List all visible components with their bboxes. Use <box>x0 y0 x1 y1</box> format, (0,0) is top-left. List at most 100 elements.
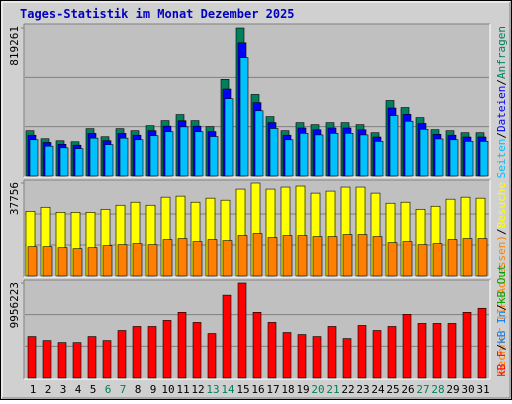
legend-separator: / <box>495 304 508 311</box>
bar <box>314 134 324 177</box>
x-tick-label: 19 <box>296 383 309 396</box>
bar <box>224 98 234 177</box>
bar <box>147 244 158 277</box>
bar <box>164 131 174 177</box>
bar <box>404 120 414 177</box>
bar <box>117 244 128 277</box>
x-tick-label: 31 <box>476 383 489 396</box>
bar <box>374 141 384 177</box>
bar <box>72 248 83 277</box>
legend-entry: Rechner (IP-Adressen) <box>495 235 508 374</box>
bar <box>104 144 114 177</box>
x-tick-label: 30 <box>461 383 474 396</box>
legend-entry: Dateien <box>495 86 508 132</box>
x-tick-label: 18 <box>281 383 294 396</box>
bar <box>149 135 159 177</box>
x-tick-label: 12 <box>191 383 204 396</box>
bar <box>237 235 248 277</box>
bar <box>42 246 53 277</box>
bar <box>117 330 127 379</box>
bar <box>134 139 144 177</box>
bar <box>102 245 113 277</box>
x-tick-label: 22 <box>341 383 354 396</box>
bar <box>252 233 263 277</box>
bar <box>432 323 442 379</box>
bar <box>357 234 368 277</box>
bar <box>194 131 204 177</box>
bar <box>419 128 429 177</box>
bar <box>119 137 129 177</box>
bar <box>417 244 428 277</box>
bar <box>299 133 309 177</box>
x-tick-label: 26 <box>401 383 414 396</box>
legend-entry: kB Out <box>495 264 508 304</box>
x-tick-label: 27 <box>416 383 429 396</box>
bar <box>102 340 112 379</box>
bar <box>177 312 187 379</box>
bar <box>72 342 82 379</box>
x-tick-label: 25 <box>386 383 399 396</box>
x-tick-label: 8 <box>135 383 142 396</box>
bar <box>297 235 308 277</box>
bar <box>267 322 277 379</box>
bar <box>387 326 397 379</box>
legend-separator: / <box>495 228 508 235</box>
bar <box>267 237 278 277</box>
x-tick-label: 2 <box>45 383 52 396</box>
bar <box>462 312 472 379</box>
x-tick-label: 11 <box>176 383 189 396</box>
bar <box>402 314 412 379</box>
bar <box>477 307 487 379</box>
x-tick-label: 6 <box>105 383 112 396</box>
y-tick-label: 9956223 <box>8 282 21 328</box>
x-tick-label: 7 <box>120 383 127 396</box>
x-tick-label: 13 <box>206 383 219 396</box>
bar <box>462 238 473 277</box>
bar <box>297 334 307 379</box>
bar <box>222 294 232 379</box>
x-tick-label: 23 <box>356 383 369 396</box>
bar <box>87 336 97 379</box>
x-tick-label: 21 <box>326 383 339 396</box>
x-tick-label: 9 <box>150 383 157 396</box>
bar <box>162 239 173 277</box>
legend: kB F/kB In/kB Out <box>495 264 508 377</box>
bar <box>74 148 84 177</box>
bar <box>239 57 249 177</box>
bar <box>342 234 353 277</box>
legend-entry: kB In <box>495 311 508 344</box>
bar <box>477 238 488 277</box>
legend-entry: Anfragen <box>495 26 508 79</box>
bar <box>342 338 352 379</box>
legend-entry: kB F <box>495 351 508 378</box>
bar <box>27 336 37 379</box>
bar <box>402 241 413 277</box>
bar <box>387 242 398 277</box>
x-tick-label: 15 <box>236 383 249 396</box>
x-tick-label: 17 <box>266 383 279 396</box>
bar <box>132 326 142 379</box>
bar <box>207 333 217 379</box>
bar <box>359 134 369 177</box>
bar <box>479 141 489 177</box>
x-tick-label: 16 <box>251 383 264 396</box>
bar <box>252 312 262 379</box>
legend-separator: / <box>495 79 508 86</box>
x-tick-label: 10 <box>161 383 174 396</box>
bar <box>237 282 247 379</box>
y-tick-label: 819261 <box>8 26 21 66</box>
legend: Rechner (IP-Adressen)/Besuche <box>495 182 508 374</box>
bar <box>312 236 323 277</box>
bar <box>162 320 172 379</box>
bar <box>449 139 459 177</box>
bar <box>329 133 339 177</box>
bar <box>222 240 233 277</box>
y-tick-label: 37756 <box>8 182 21 215</box>
bar <box>57 247 68 277</box>
bar <box>254 110 264 177</box>
x-tick-label: 28 <box>431 383 444 396</box>
bar <box>312 336 322 379</box>
x-tick-label: 20 <box>311 383 324 396</box>
bar <box>59 147 69 177</box>
